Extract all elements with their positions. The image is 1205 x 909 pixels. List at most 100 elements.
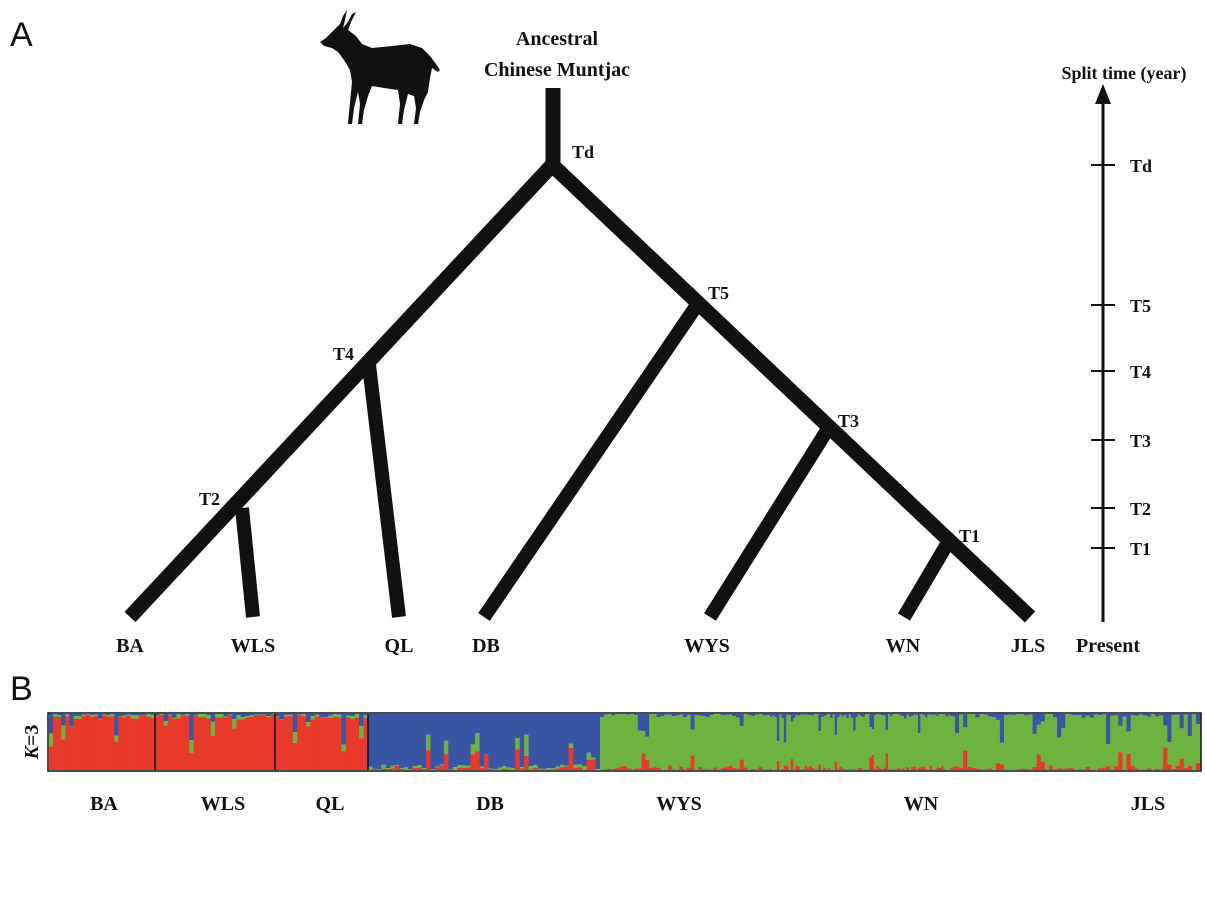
structure-bar-segment-blue xyxy=(908,714,912,717)
structure-bar-segment-blue xyxy=(800,714,803,715)
structure-bar-segment-green xyxy=(1065,714,1070,769)
structure-bar-segment-red xyxy=(874,768,877,770)
structure-bar-segment-green xyxy=(713,714,718,768)
structure-bar-segment-green xyxy=(559,764,565,768)
structure-bar-segment-red xyxy=(134,718,140,770)
structure-bar-segment-red xyxy=(1016,769,1021,770)
structure-bar-segment-red xyxy=(193,715,199,770)
structure-bar-segment-blue xyxy=(724,714,729,715)
structure-bar-segment-blue xyxy=(774,714,778,718)
structure-bar-segment-blue xyxy=(337,714,342,715)
structure-bar-segment-blue xyxy=(457,714,463,766)
structure-bar-segment-green xyxy=(686,714,692,768)
structure-bar-segment-blue xyxy=(1040,714,1046,722)
structure-bar-segment-blue xyxy=(683,714,688,718)
structure-bar-segment-green xyxy=(306,722,311,727)
structure-bar-segment-blue xyxy=(1089,714,1095,718)
time-axis-tick-label-t2: T2 xyxy=(1130,499,1151,519)
structure-bar-segment-green xyxy=(637,730,642,769)
structure-bar-segment-green xyxy=(219,714,224,718)
structure-bar-segment-green xyxy=(603,714,608,770)
structure-bar-segment-red xyxy=(57,716,62,770)
structure-bar-segment-green xyxy=(825,715,829,770)
structure-bar-segment-blue xyxy=(1167,714,1172,743)
structure-bar-segment-red xyxy=(270,714,276,770)
structure-bar-segment-red xyxy=(713,767,718,770)
structure-bar-segment-red xyxy=(253,715,259,770)
structure-bar-segment-blue xyxy=(732,714,737,717)
structure-bar-segment-green xyxy=(57,715,62,717)
structure-bar-segment-red xyxy=(698,767,703,770)
structure-bar-segment-red xyxy=(1044,769,1050,770)
structure-bar-segment-green xyxy=(820,717,824,770)
structure-bar-segment-blue xyxy=(660,714,665,716)
structure-bar-segment-blue xyxy=(795,714,799,716)
structure-bar-segment-green xyxy=(1061,728,1066,770)
structure-bar-segment-red xyxy=(943,769,947,770)
structure-bar-segment-blue xyxy=(779,714,782,715)
structure-bar-segment-green xyxy=(1106,744,1111,766)
structure-bar-segment-green xyxy=(938,714,942,768)
structure-bar-segment-blue xyxy=(1183,714,1189,715)
structure-bar-segment-blue xyxy=(776,714,780,742)
structure-bar-segment-blue xyxy=(804,714,808,715)
structure-bar-segment-green xyxy=(811,715,815,768)
structure-bar-segment-green xyxy=(934,714,937,770)
structure-bar-segment-blue xyxy=(434,714,440,767)
structure-bar-segment-red xyxy=(671,769,676,770)
structure-bar-segment-red xyxy=(911,766,914,770)
structure-bar-segment-blue xyxy=(766,714,771,716)
structure-bar-segment-blue xyxy=(793,714,796,719)
structure-bar-segment-red xyxy=(292,742,298,770)
structure-bar-segment-green xyxy=(830,717,833,770)
structure-bar-segment-red xyxy=(739,759,744,770)
structure-bar-segment-blue xyxy=(279,714,285,720)
time-axis xyxy=(1091,84,1115,622)
branch-to-jls xyxy=(543,156,1036,623)
structure-bar-segment-blue xyxy=(871,714,875,730)
structure-bar-segment-blue xyxy=(412,714,418,767)
structure-bar-segment-red xyxy=(1004,769,1009,770)
structure-bar-segment-red xyxy=(586,759,592,770)
structure-bar-segment-red xyxy=(122,717,127,770)
structure-bar-segment-green xyxy=(630,714,635,770)
structure-bar-segment-green xyxy=(122,715,127,718)
structure-bar-segment-green xyxy=(683,717,688,770)
structure-bar-segment-green xyxy=(720,715,726,768)
structure-bar-segment-red xyxy=(501,768,507,770)
structure-bar-segment-blue xyxy=(122,714,127,716)
structure-bar-segment-red xyxy=(146,716,152,770)
structure-bar-segment-red xyxy=(920,767,924,770)
structure-bar-segment-green xyxy=(1138,714,1144,770)
structure-pop-label-wls: WLS xyxy=(201,793,245,815)
structure-bar-segment-blue xyxy=(950,714,954,717)
structure-bar-segment-green xyxy=(1044,714,1050,770)
structure-bar-segment-blue xyxy=(830,714,833,718)
structure-bar-segment-red xyxy=(1171,768,1176,770)
structure-bar-segment-green xyxy=(800,714,803,770)
structure-bar-segment-red xyxy=(1020,768,1025,770)
structure-bar-segment-blue xyxy=(385,714,391,769)
structure-bar-segment-red xyxy=(607,768,612,770)
structure-bar-segment-red xyxy=(846,769,850,770)
structure-bar-segment-blue xyxy=(394,714,400,766)
structure-bar-segment-red xyxy=(1048,765,1054,770)
structure-bar-segment-blue xyxy=(372,714,378,769)
structure-bar-segment-green xyxy=(857,714,861,769)
structure-bar-segment-blue xyxy=(1028,714,1033,715)
phylogenetic-tree xyxy=(124,88,1036,623)
structure-bar-segment-blue xyxy=(788,714,792,716)
structure-bar-segment-red xyxy=(310,719,316,770)
structure-bar-segment-blue xyxy=(987,714,993,717)
structure-bar-segment-red xyxy=(705,769,710,770)
structure-bar-segment-green xyxy=(618,714,624,767)
structure-bar-segment-blue xyxy=(439,714,445,765)
structure-bar-segment-blue xyxy=(1004,714,1009,716)
structure-bar-segment-green xyxy=(249,715,254,717)
structure-bar-segment-red xyxy=(555,768,561,770)
structure-bar-segment-red xyxy=(341,751,347,770)
structure-bar-segment-green xyxy=(897,714,900,768)
structure-bar-segment-green xyxy=(931,714,935,770)
structure-bar-segment-red xyxy=(855,769,859,770)
structure-bar-segment-green xyxy=(77,715,83,719)
